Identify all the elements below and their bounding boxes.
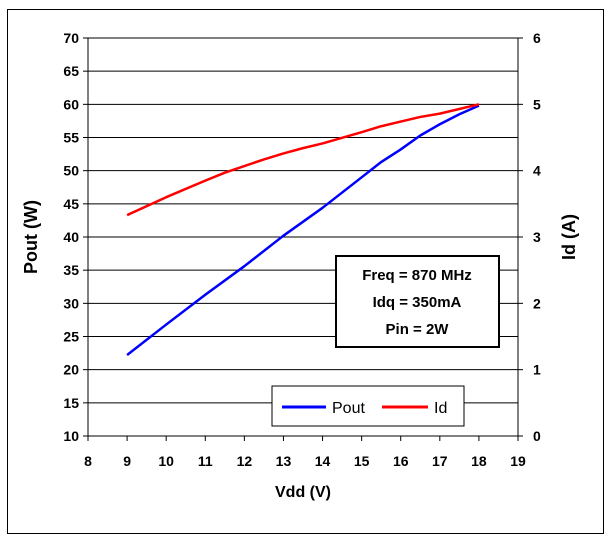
series-line-id [127, 104, 479, 215]
legend-label-pout: Pout [332, 400, 365, 417]
y2-tick-label: 6 [533, 30, 541, 46]
y-tick-label: 25 [63, 329, 79, 345]
grid-lines [88, 71, 518, 403]
y-tick-label: 60 [63, 96, 79, 112]
x-tick-label: 16 [393, 453, 409, 469]
y-tick-label: 10 [63, 428, 79, 444]
y-tick-label: 15 [63, 395, 79, 411]
y-axis-ticks: 10 15 20 25 30 35 40 45 50 55 60 65 70 [63, 30, 88, 444]
x-tick-label: 13 [276, 453, 292, 469]
x-tick-label: 17 [432, 453, 448, 469]
y-tick-label: 20 [63, 362, 79, 378]
y2-axis-label: Id (A) [559, 214, 579, 260]
annotation-line: Pin = 2W [386, 321, 450, 338]
x-tick-label: 19 [510, 453, 526, 469]
y-tick-label: 35 [63, 262, 79, 278]
x-tick-label: 8 [84, 453, 92, 469]
y2-tick-label: 2 [533, 295, 541, 311]
x-tick-label: 14 [315, 453, 331, 469]
y2-axis-ticks: 0 1 2 3 4 5 6 [518, 30, 541, 444]
y-tick-label: 55 [63, 130, 79, 146]
y2-tick-label: 4 [533, 163, 541, 179]
legend: Pout Id [272, 386, 464, 426]
y-tick-label: 65 [63, 63, 79, 79]
y2-tick-label: 0 [533, 428, 541, 444]
x-tick-label: 15 [354, 453, 370, 469]
x-axis-label: Vdd (V) [275, 484, 331, 501]
y-axis-label: Pout (W) [21, 200, 41, 274]
annotation-box: Freq = 870 MHz Idq = 350mA Pin = 2W [336, 256, 499, 347]
x-axis-ticks: 8 9 10 11 12 13 14 15 16 17 18 19 [84, 436, 526, 469]
legend-label-id: Id [434, 400, 447, 417]
annotation-line: Idq = 350mA [373, 294, 462, 311]
x-tick-label: 9 [123, 453, 131, 469]
y-tick-label: 45 [63, 196, 79, 212]
y2-tick-label: 3 [533, 229, 541, 245]
y2-tick-label: 1 [533, 362, 541, 378]
x-tick-label: 10 [158, 453, 174, 469]
x-tick-label: 12 [237, 453, 253, 469]
y2-tick-label: 5 [533, 96, 541, 112]
y-tick-label: 30 [63, 295, 79, 311]
x-tick-label: 11 [198, 453, 213, 469]
y-tick-label: 50 [63, 163, 79, 179]
annotation-line: Freq = 870 MHz [362, 267, 472, 284]
x-tick-label: 18 [471, 453, 487, 469]
y-tick-label: 70 [63, 30, 79, 46]
y-tick-label: 40 [63, 229, 79, 245]
